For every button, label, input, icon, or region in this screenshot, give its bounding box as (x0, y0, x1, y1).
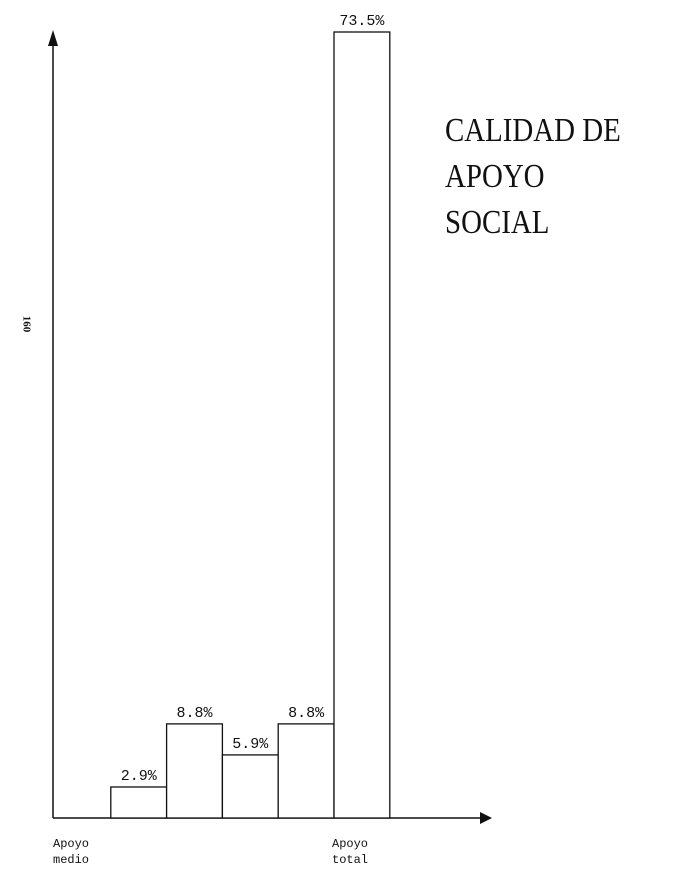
data-label: 8.8% (288, 705, 325, 722)
bar (277, 723, 335, 819)
x-axis-arrow (480, 812, 492, 824)
x-tick-label: Apoyo medio (53, 837, 90, 867)
data-label: 8.8% (176, 705, 213, 722)
bar (221, 754, 279, 819)
x-tick-label: Apoyo total (332, 837, 369, 867)
data-label: 73.5% (339, 13, 385, 30)
page-number: 160 (20, 315, 33, 333)
bar (110, 786, 168, 819)
bar (333, 31, 391, 819)
bar (165, 723, 224, 819)
data-label: 2.9% (121, 768, 158, 785)
y-axis-arrow (48, 30, 58, 46)
data-label: 5.9% (232, 736, 269, 753)
chart-title: CALIDAD DE APOYO SOCIAL (445, 112, 621, 241)
